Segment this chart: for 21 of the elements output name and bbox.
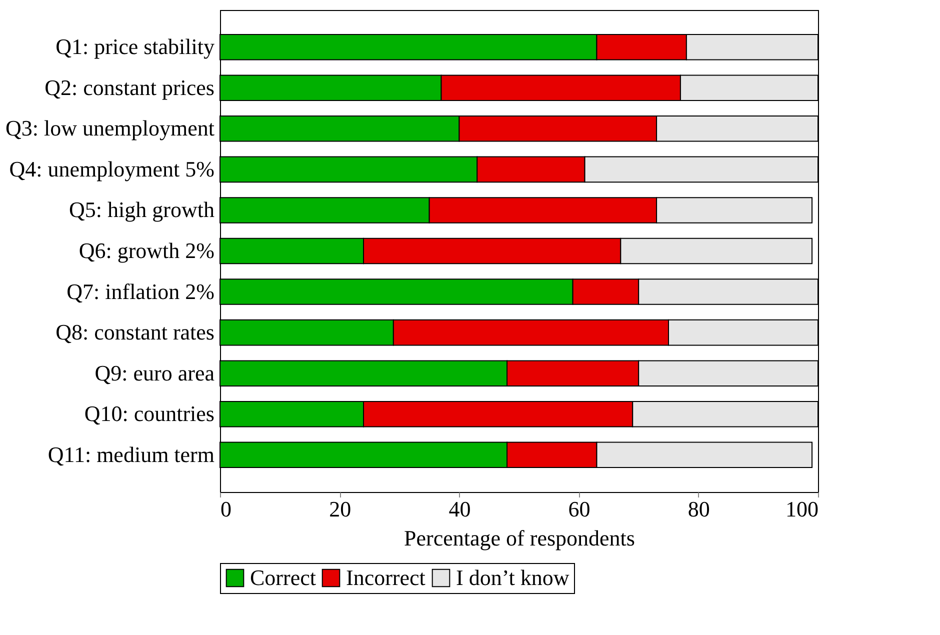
- x-tick-label: 0: [220, 496, 232, 522]
- y-tick-label: Q11: medium term: [48, 442, 214, 467]
- legend-label: Correct: [250, 565, 316, 590]
- y-tick-label: Q2: constant prices: [44, 74, 214, 100]
- x-tick-label: 20: [329, 496, 352, 522]
- x-tick-label: 100: [786, 496, 818, 522]
- x-tick-label: 60: [568, 496, 590, 522]
- y-tick-label: Q6: growth 2%: [78, 238, 214, 263]
- legend-label: Incorrect: [346, 565, 426, 590]
- legend-label: I don’t know: [456, 565, 570, 590]
- y-tick-label: Q1: price stability: [56, 34, 214, 60]
- x-tick-label: 80: [688, 496, 710, 522]
- y-tick-label: Q5: high growth: [69, 197, 214, 222]
- x-tick-label: 40: [448, 496, 471, 522]
- y-tick-label: Q4: unemployment 5%: [9, 156, 214, 182]
- y-tick-label: Q8: constant rates: [56, 320, 214, 345]
- x-axis-title: Percentage of respondents: [404, 526, 635, 550]
- y-tick-label: Q7: inflation 2%: [66, 278, 214, 304]
- y-tick-label: Q9: euro area: [94, 360, 215, 386]
- y-tick-label: Q10: countries: [84, 401, 214, 426]
- y-tick-label: Q3: low unemployment: [6, 116, 214, 141]
